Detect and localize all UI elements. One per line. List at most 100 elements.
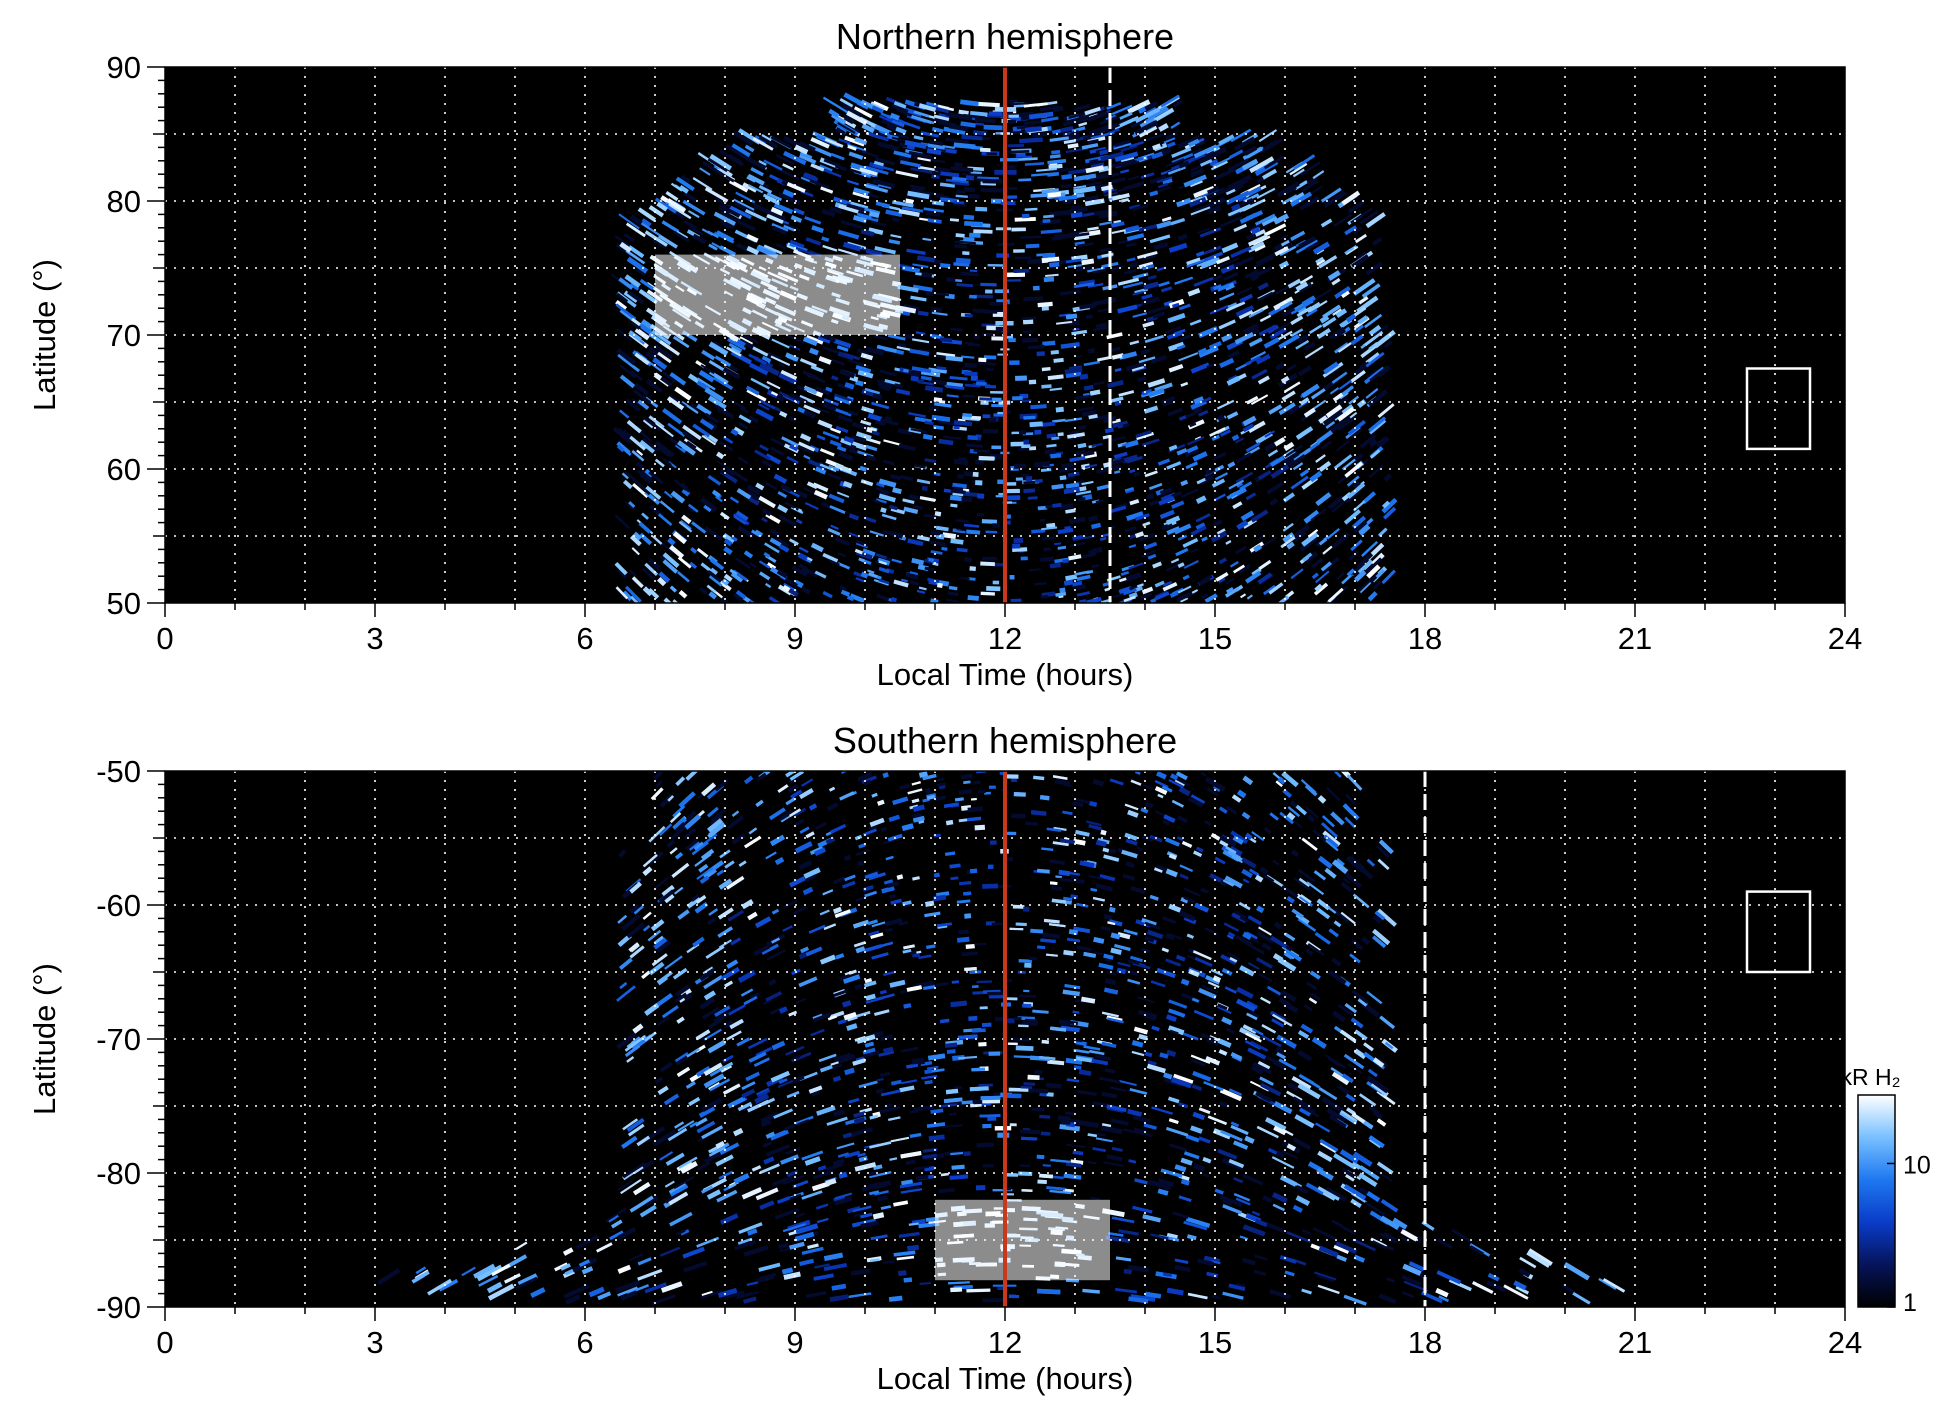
panel-south-streak xyxy=(703,1152,720,1164)
panel-north-streak xyxy=(1174,276,1194,285)
panel-north-streak xyxy=(732,513,750,526)
panel-north-streak xyxy=(1085,165,1104,174)
panel-south-streak xyxy=(871,921,886,928)
panel-north-streak xyxy=(946,394,959,398)
panel-north-streak xyxy=(1016,157,1038,161)
panel-north-streak xyxy=(1151,151,1164,160)
panel-south-streak xyxy=(1229,957,1238,963)
panel-north-streak xyxy=(1134,531,1145,539)
panel-north-streak xyxy=(1120,570,1130,576)
panel-south-streak xyxy=(1315,1122,1331,1133)
panel-north-streak xyxy=(1042,218,1051,224)
panel-north-streak xyxy=(1140,348,1151,355)
panel-north-streak xyxy=(1042,252,1056,259)
panel-north-streak xyxy=(897,427,913,436)
panel-south-streak xyxy=(799,1258,815,1266)
panel-north-streak xyxy=(1227,461,1236,469)
panel-north-streak xyxy=(634,382,650,397)
panel-north-streak xyxy=(797,406,806,414)
panel-south-streak xyxy=(683,1260,708,1273)
panel-south-streak xyxy=(1344,816,1357,829)
panel-north-streak xyxy=(1257,289,1275,300)
panel-north-streak xyxy=(781,170,800,181)
panel-north-streak xyxy=(1111,172,1120,177)
panel-north-streak xyxy=(870,104,884,114)
panel-north-streak xyxy=(618,277,634,290)
panel-north-streak xyxy=(896,345,913,352)
panel-north-streak xyxy=(1225,577,1235,585)
panel-north-streak xyxy=(1337,406,1355,422)
panel-north-streak xyxy=(1241,158,1259,171)
panel-north-streak xyxy=(874,246,896,255)
panel-south-streak xyxy=(1129,1087,1148,1095)
panel-north-streak xyxy=(1275,361,1286,371)
panel-south-streak xyxy=(905,1159,916,1166)
panel-south-streak xyxy=(1331,957,1342,967)
panel-south-streak xyxy=(1129,955,1144,963)
panel-north-streak xyxy=(1112,193,1130,201)
panel-north-streak xyxy=(1333,454,1353,470)
panel-north-streak xyxy=(1062,199,1074,205)
panel-north-streak xyxy=(1289,192,1305,204)
panel-north-streak xyxy=(1109,396,1124,403)
panel-north-streak xyxy=(678,185,689,194)
panel-south-streak xyxy=(703,1062,723,1077)
panel-north-streak xyxy=(1058,595,1064,599)
panel-north-streak xyxy=(1123,588,1137,596)
panel-north-streak xyxy=(1152,311,1166,319)
panel-south-streak xyxy=(1261,942,1272,951)
panel-south-streak xyxy=(731,833,746,845)
panel-south-streak xyxy=(833,1052,852,1062)
panel-north-streak xyxy=(682,424,702,441)
panel-north-streak xyxy=(1228,479,1245,490)
panel-north-streak xyxy=(929,334,945,339)
panel-south-streak xyxy=(1174,1264,1191,1273)
panel-south-streak xyxy=(1295,1185,1309,1194)
panel-north-streak xyxy=(689,561,698,569)
panel-south-streak xyxy=(1358,1093,1377,1107)
panel-north-streak xyxy=(1175,592,1191,603)
panel-north-streak xyxy=(1152,561,1163,569)
panel-north-streak xyxy=(1209,304,1230,315)
panel-north-streak xyxy=(880,507,887,514)
panel-south-streak xyxy=(622,1162,646,1179)
panel-north-streak xyxy=(636,469,653,484)
panel-south-streak xyxy=(1144,935,1155,943)
panel-north-streak xyxy=(1256,187,1276,200)
panel-north-streak xyxy=(1250,351,1267,361)
panel-north-streak xyxy=(1028,568,1041,572)
panel-south-streak xyxy=(729,1018,744,1030)
panel-south-streak xyxy=(661,1005,679,1019)
panel-north-streak xyxy=(1086,596,1102,603)
panel-south-streak xyxy=(948,1281,970,1285)
panel-north-streak xyxy=(1321,316,1337,328)
panel-north-streak xyxy=(937,104,950,110)
panel-south-streak xyxy=(1227,849,1241,860)
panel-south-streak xyxy=(852,1058,866,1066)
panel-north-streak xyxy=(1242,146,1263,161)
panel-south-streak xyxy=(1284,1270,1295,1277)
panel-north-streak xyxy=(1021,399,1032,403)
panel-north-streak xyxy=(1184,447,1200,458)
panel-south-streak xyxy=(1372,928,1391,946)
panel-south-streak xyxy=(1271,1018,1285,1028)
panel-south-streak xyxy=(1166,1232,1178,1240)
panel-south-streak xyxy=(848,1097,860,1104)
panel-south-streak xyxy=(1168,853,1177,860)
panel-south-streak xyxy=(1066,1078,1080,1083)
panel-north-streak xyxy=(868,210,880,219)
panel-north-streak xyxy=(1273,296,1294,311)
panel-north-streak xyxy=(1083,360,1101,367)
panel-north-streak xyxy=(1311,557,1324,569)
panel-north-streak xyxy=(1059,289,1082,296)
panel-north-streak xyxy=(1190,180,1203,188)
panel-north-streak xyxy=(1351,254,1370,269)
panel-north-streak xyxy=(795,489,808,499)
panel-north-streak xyxy=(719,440,734,452)
panel-north-streak xyxy=(1149,234,1171,244)
panel-south-streak xyxy=(1368,1105,1380,1116)
panel-north-streak xyxy=(1039,556,1055,563)
panel-north-streak xyxy=(852,191,870,199)
panel-north-streak xyxy=(1148,482,1163,490)
panel-south-streak xyxy=(1318,1245,1339,1258)
